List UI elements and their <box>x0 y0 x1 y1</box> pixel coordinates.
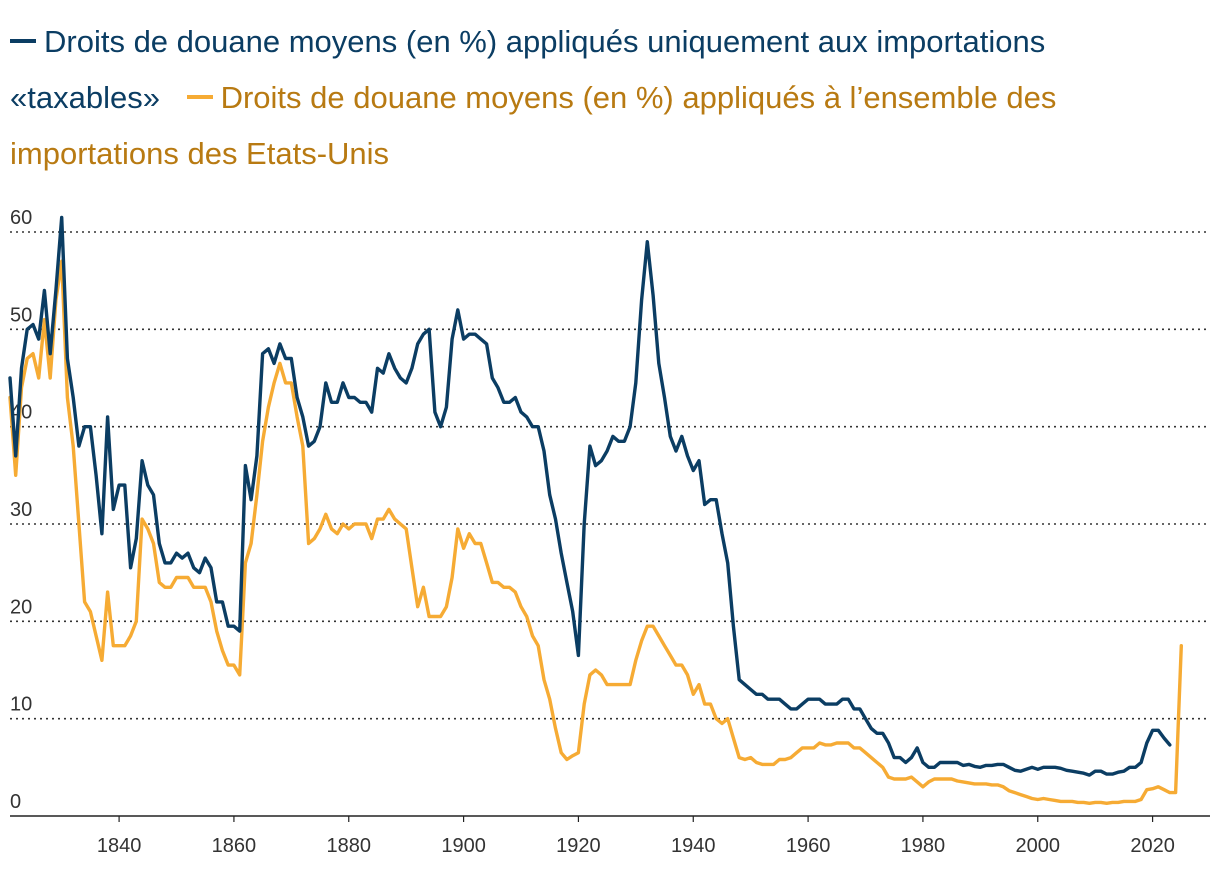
x-tick-label-1880: 1880 <box>327 835 372 857</box>
x-tick-label-1900: 1900 <box>441 835 486 857</box>
legend-label-all-imports: Droits de douane moyens (en %) appliqués… <box>10 80 1057 171</box>
x-axis-tick-labels: 1840 1860 1880 1900 1920 1940 1960 1980 2000 2020 <box>97 816 1175 857</box>
x-tick-label-2000: 2000 <box>1016 835 1061 857</box>
chart-legend: Droits de douane moyens (en %) appliqués… <box>10 14 1200 182</box>
x-tick-label-2020: 2020 <box>1130 835 1175 857</box>
x-tick-label-1960: 1960 <box>786 835 831 857</box>
legend-swatch-taxable <box>10 38 36 43</box>
x-tick-label-1980: 1980 <box>901 835 946 857</box>
x-tick-label-1940: 1940 <box>671 835 716 857</box>
legend-entry-all-imports: Droits de douane moyens (en %) appliqués… <box>10 80 1056 171</box>
y-tick-label-50: 50 <box>10 304 32 326</box>
x-tick-label-1840: 1840 <box>97 835 142 857</box>
series-line-taxable <box>8 215 1172 777</box>
y-tick-label-60: 60 <box>10 207 32 229</box>
legend-label-taxable: Droits de douane moyens (en %) appliqués… <box>10 24 1046 115</box>
y-tick-label-20: 20 <box>10 596 32 618</box>
y-gridlines <box>10 231 1210 720</box>
series-lines <box>8 215 1183 805</box>
x-tick-label-1860: 1860 <box>212 835 257 857</box>
legend-entry-taxable: Droits de douane moyens (en %) appliqués… <box>10 24 1045 115</box>
legend-swatch-all-imports <box>186 94 213 99</box>
x-tick-label-1920: 1920 <box>556 835 601 857</box>
y-tick-label-30: 30 <box>10 499 32 521</box>
y-tick-label-10: 10 <box>10 694 32 716</box>
series-line-all-imports <box>8 259 1183 805</box>
y-tick-label-0: 0 <box>10 791 21 813</box>
